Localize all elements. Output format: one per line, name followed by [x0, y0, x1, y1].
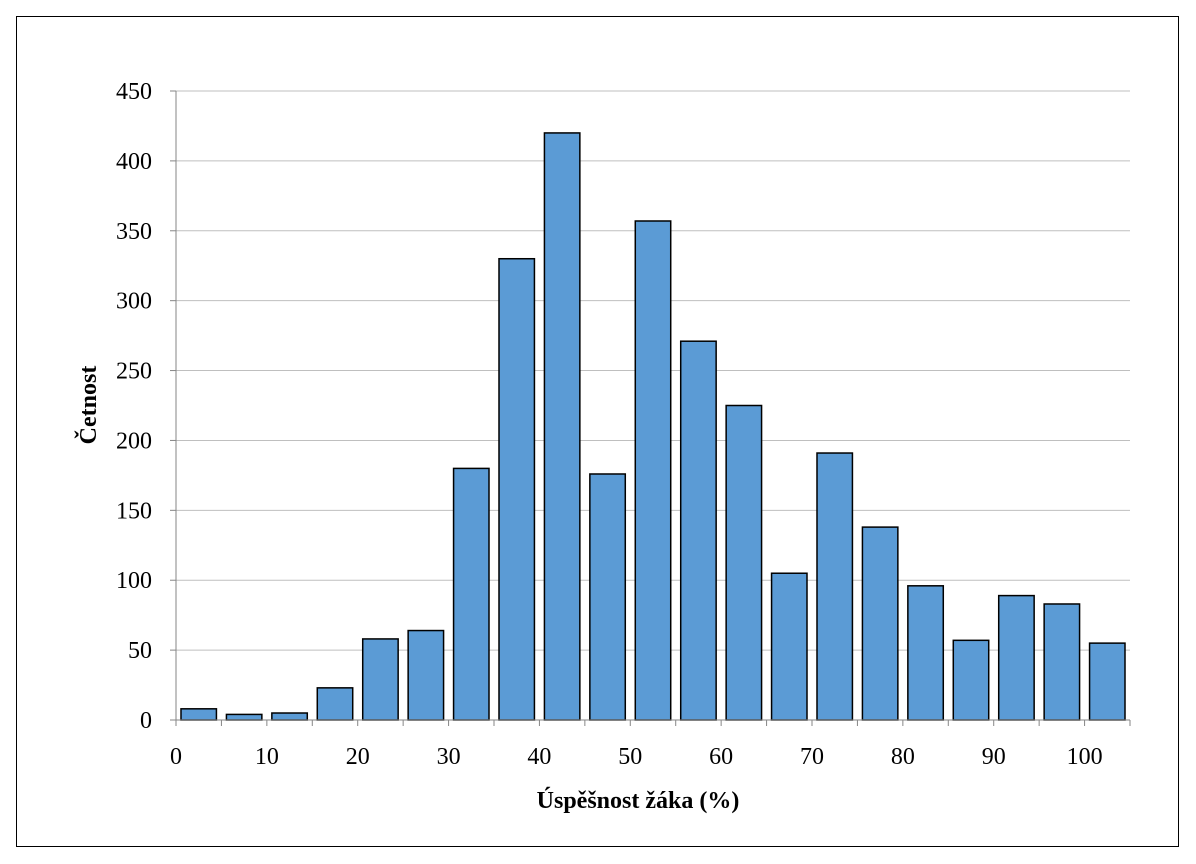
bar-5 [225, 713, 263, 721]
bar-95 [1043, 603, 1081, 721]
bar-85 [952, 639, 990, 721]
x-axis-title: Úspěšnost žáka (%) [537, 788, 740, 814]
x-tick-label: 0 [170, 744, 182, 770]
bar-100 [1088, 642, 1126, 721]
y-tick-labels: 0 50 100 150 200 250 300 350 400 450 [116, 79, 152, 734]
y-tick-label: 450 [116, 79, 152, 105]
bar-75 [861, 526, 899, 721]
bar-90 [997, 594, 1035, 721]
y-tick-label: 150 [116, 498, 152, 524]
bar-30 [452, 467, 490, 721]
y-tick-label: 300 [116, 289, 152, 315]
y-axis-title: Četnost [75, 366, 102, 445]
bar-0 [180, 708, 218, 721]
bar-25 [407, 629, 445, 721]
bar-45 [589, 473, 627, 721]
x-tick-label: 80 [891, 744, 915, 770]
bar-35 [498, 257, 536, 721]
y-tick-label: 350 [116, 219, 152, 245]
bar-50 [634, 220, 672, 721]
x-tick-label: 60 [709, 744, 733, 770]
bar-10 [271, 712, 309, 721]
y-tick-label: 100 [116, 568, 152, 594]
x-tick-label: 50 [618, 744, 642, 770]
bar-80 [907, 585, 945, 721]
bar-55 [679, 340, 717, 721]
x-tick-label: 40 [527, 744, 551, 770]
bars [180, 132, 1126, 721]
bar-15 [316, 687, 354, 721]
bar-40 [543, 132, 581, 721]
y-tick-label: 0 [140, 708, 152, 734]
x-tick-label: 90 [982, 744, 1006, 770]
x-tick-labels: 0 10 20 30 40 50 60 70 80 90 100 [170, 744, 1103, 770]
axes [170, 90, 1131, 726]
bar-65 [770, 572, 808, 721]
x-tick-label: 30 [437, 744, 461, 770]
y-tick-label: 400 [116, 149, 152, 175]
x-tick-label: 20 [346, 744, 370, 770]
bar-20 [361, 638, 399, 721]
y-tick-label: 200 [116, 428, 152, 454]
bar-60 [725, 404, 763, 721]
y-tick-label: 50 [128, 638, 152, 664]
y-tick-label: 250 [116, 359, 152, 385]
x-tick-label: 70 [800, 744, 824, 770]
x-tick-label: 10 [255, 744, 279, 770]
x-tick-label: 100 [1067, 744, 1103, 770]
bar-70 [816, 452, 854, 721]
